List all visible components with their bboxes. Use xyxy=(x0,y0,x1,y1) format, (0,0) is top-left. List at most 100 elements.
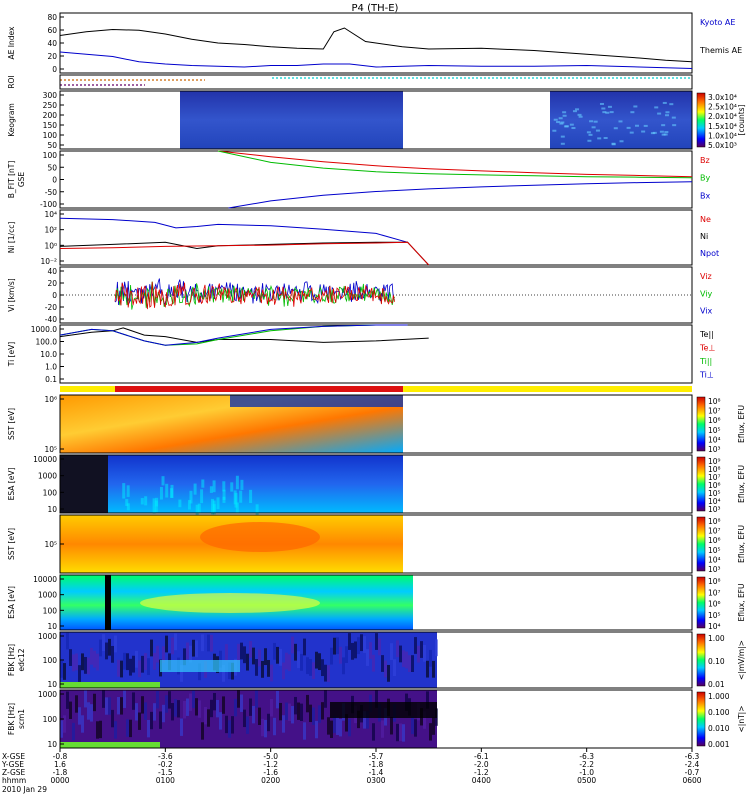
spectrogram-stripe xyxy=(195,698,198,715)
spectrogram-blob xyxy=(200,522,320,552)
spectrogram-speck xyxy=(222,497,225,503)
spectrogram-stripe xyxy=(429,650,432,667)
spectrogram-stripe xyxy=(414,637,417,654)
spectrogram-stripe xyxy=(306,657,309,674)
spectrogram-stripe xyxy=(390,643,393,660)
keogram-speck xyxy=(633,105,637,107)
keogram-speck xyxy=(561,143,565,145)
spectrogram-stripe xyxy=(267,660,270,677)
keogram-speck xyxy=(587,140,591,142)
spectrogram-stripe xyxy=(99,721,102,738)
keogram-speck xyxy=(663,102,667,104)
y-tick-label: 10.0 xyxy=(40,350,57,359)
spectrogram-stripe xyxy=(255,659,258,676)
keogram-speck xyxy=(665,114,669,116)
keogram-speck xyxy=(601,108,605,110)
panel-esa_e: ESA [eV]1000010001001010⁹10⁸10⁷10⁶10⁵10⁴… xyxy=(7,455,746,519)
y-tick-label: 10 xyxy=(47,505,57,514)
spectrogram-stripe xyxy=(132,656,135,673)
spectrogram-stripe xyxy=(237,644,240,661)
y-tick-label: 1000 xyxy=(38,690,57,699)
spectrogram-stripe xyxy=(171,703,174,720)
spectrogram-stripe xyxy=(126,719,129,736)
spectrogram-stripe xyxy=(315,721,318,738)
spectrogram-stripe xyxy=(435,639,438,656)
y-tick-label: 100 xyxy=(43,131,58,140)
keogram-speck xyxy=(662,134,666,136)
panel-sublabel: edc12 xyxy=(17,648,26,671)
series-npot xyxy=(60,218,408,242)
keogram-speck xyxy=(661,124,665,126)
spectrogram-stripe xyxy=(264,648,267,665)
spectrogram-stripe xyxy=(327,717,330,734)
keogram-speck xyxy=(571,127,575,129)
spectrogram-stripe xyxy=(162,705,165,722)
spectrogram-stripe xyxy=(108,697,111,714)
colorbar-tick-label: 5.0x10³ xyxy=(708,141,737,150)
y-tick-label: 0 xyxy=(52,176,57,185)
panel-label: FBK [Hz] xyxy=(7,703,16,735)
spectrogram-speck xyxy=(188,500,191,510)
panel-ti: Ti [eV]1000.0100.010.01.00.1Te||Te⊥Ti||T… xyxy=(7,325,715,384)
colorbar-label: Eflux, EFU xyxy=(737,405,746,443)
spectrogram-stripe xyxy=(117,660,120,677)
spectrogram-stripe xyxy=(240,643,243,660)
spectrogram-stripe xyxy=(372,723,375,740)
spectrogram-stripe xyxy=(138,660,141,677)
spectrogram-stripe xyxy=(363,636,366,653)
colorbar xyxy=(697,577,705,628)
panel-label: AE Index xyxy=(7,26,16,59)
spectrogram-stripe xyxy=(66,692,69,709)
y-tick-label: 20 xyxy=(47,52,57,61)
spectrogram-stripe xyxy=(129,720,132,737)
spectrogram-speck xyxy=(239,491,242,503)
spectrogram-stripe xyxy=(261,719,264,736)
spectrogram-stripe xyxy=(135,651,138,668)
spectrogram-stripe xyxy=(267,714,270,731)
spectrogram-band xyxy=(60,682,160,688)
colorbar-tick-label: 0.010 xyxy=(708,724,730,733)
spectrogram-stripe xyxy=(108,639,111,656)
spectrogram-stripe xyxy=(258,708,261,725)
keogram-speck xyxy=(627,127,631,129)
spectrogram-stripe xyxy=(384,661,387,678)
spectrogram-stripe xyxy=(168,691,171,708)
series-bz xyxy=(218,151,692,177)
y-tick-label: 1.0 xyxy=(45,363,57,372)
panel-label: SST [eV] xyxy=(7,408,16,440)
keogram-speck xyxy=(657,113,661,115)
spectrogram-stripe xyxy=(147,658,150,675)
legend-entry: Vix xyxy=(700,307,713,316)
y-tick-label: 0 xyxy=(52,291,57,300)
y-tick-label: 200 xyxy=(43,111,58,120)
colorbar-tick-label: 10⁸ xyxy=(708,517,721,526)
legend-entry: Kyoto AE xyxy=(700,18,735,27)
colorbar-tick-label: 2.5x10⁴ xyxy=(708,103,737,112)
y-tick-label: 10⁶ xyxy=(44,395,57,404)
x-row-value: -1.2 xyxy=(474,768,489,777)
spectrogram-stripe xyxy=(78,665,81,682)
spectrogram-speck xyxy=(127,485,130,497)
colorbar xyxy=(697,634,705,686)
legend-entry: Viy xyxy=(700,289,713,298)
spectrogram-stripe xyxy=(348,719,351,736)
plot-title: P4 (TH-E) xyxy=(352,3,399,14)
colorbar-tick-label: 1.0x10⁴ xyxy=(708,131,737,140)
spectrogram-speck xyxy=(213,480,216,492)
spectrogram-blob xyxy=(140,593,320,613)
keogram-speck xyxy=(562,111,566,113)
spectrogram-stripe xyxy=(408,655,411,672)
legend-entry: Bx xyxy=(700,191,710,200)
spectrogram-stripe xyxy=(360,634,363,651)
keogram-speck xyxy=(589,120,593,122)
panel-sst_e: SST [eV]10⁶10⁵10⁸10⁷10⁶10⁵10⁴10³Eflux, E… xyxy=(7,395,746,454)
spectrogram-stripe xyxy=(123,653,126,670)
spectrogram-stripe xyxy=(252,648,255,665)
y-tick-label: 50 xyxy=(47,141,57,150)
spectrogram-stripe xyxy=(303,639,306,656)
spectrogram-stripe xyxy=(93,651,96,668)
colorbar-label: Eflux, EFU xyxy=(737,584,746,622)
keogram-speck xyxy=(635,125,639,127)
series-ne xyxy=(60,242,429,265)
colorbar-tick-label: 0.100 xyxy=(708,708,730,717)
